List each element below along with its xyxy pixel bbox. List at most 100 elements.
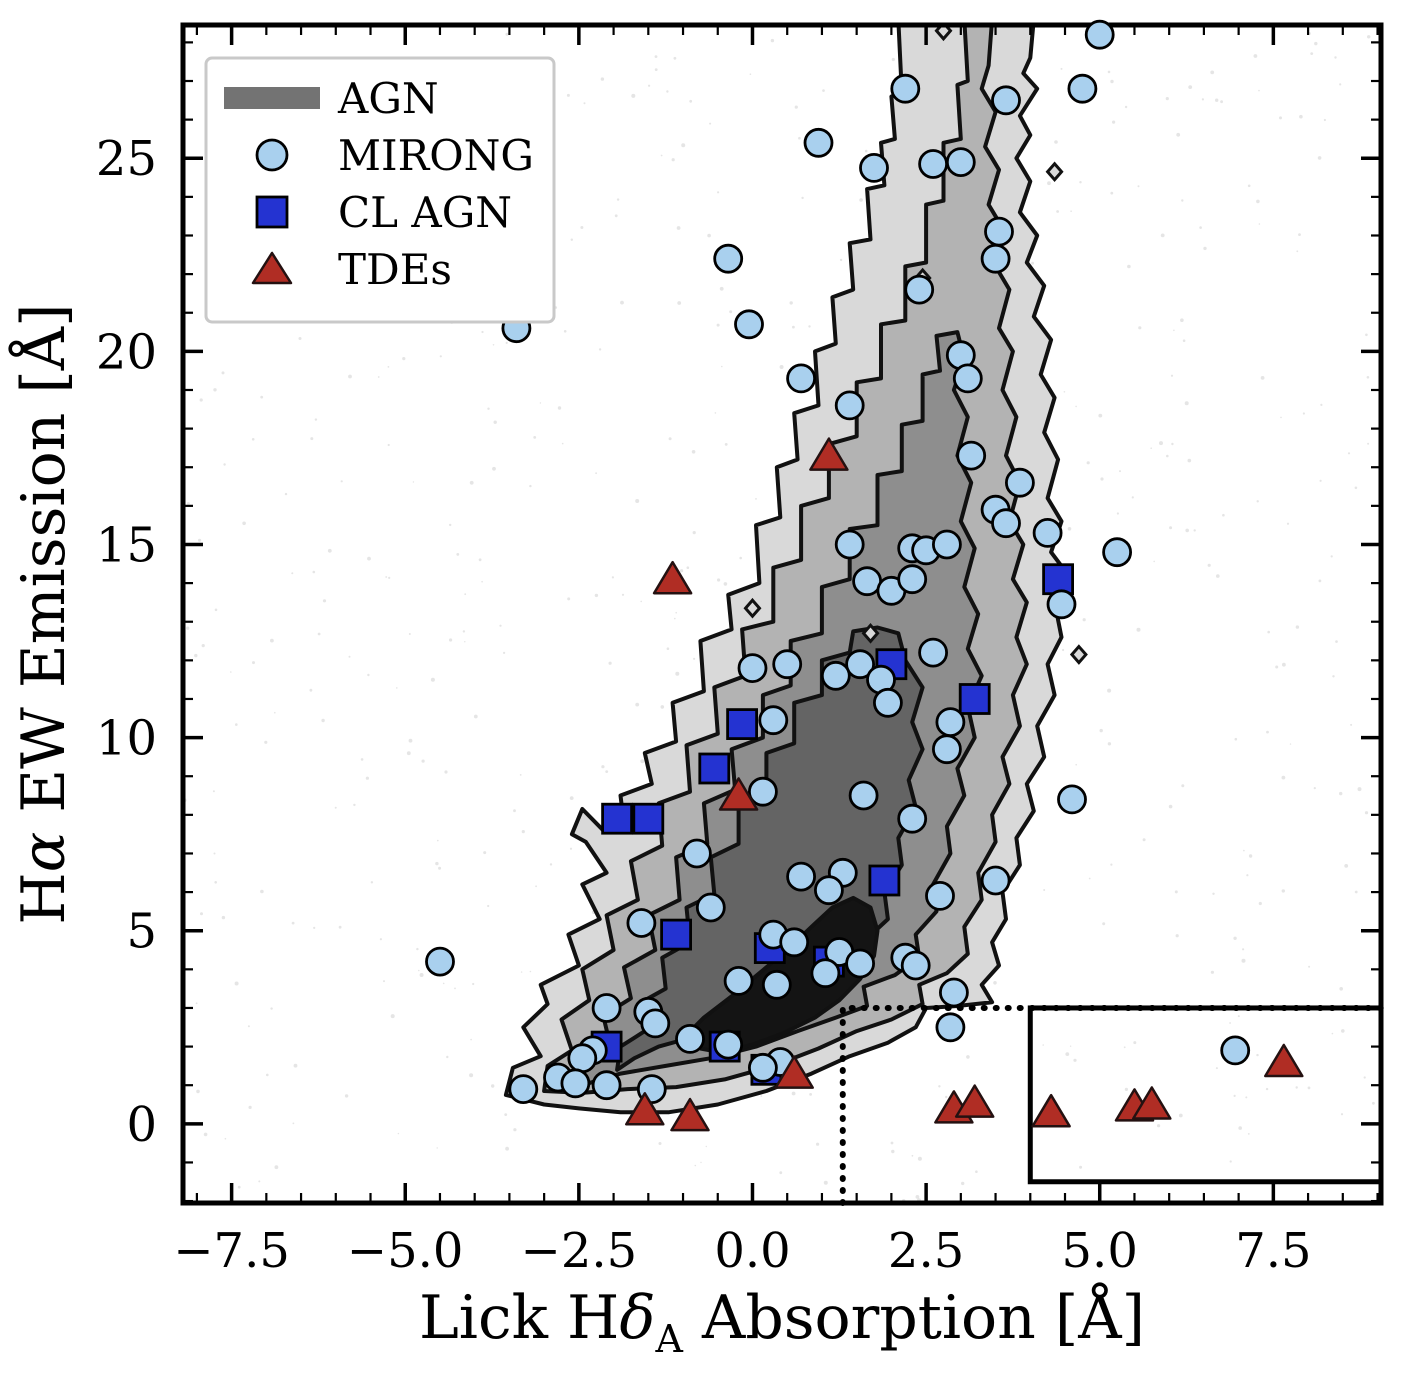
y-tick-label: 25 bbox=[96, 131, 157, 187]
mirong-point bbox=[626, 908, 657, 938]
y-tick-label: 5 bbox=[126, 904, 157, 960]
legend-swatch-agn bbox=[224, 87, 320, 109]
mirong-point bbox=[803, 127, 834, 158]
mirong-point bbox=[425, 946, 455, 977]
cl-agn-point bbox=[601, 802, 633, 835]
cl-agn-point bbox=[698, 752, 731, 785]
mirong-point bbox=[779, 927, 810, 958]
tde-point bbox=[718, 777, 759, 811]
tde-point bbox=[954, 1084, 995, 1118]
mirong-point bbox=[834, 529, 865, 560]
agn-contour-speck bbox=[1069, 644, 1088, 665]
legend: AGN MIRONG CL AGN TDEs bbox=[204, 56, 556, 324]
x-tick-label: −5.0 bbox=[347, 1223, 464, 1279]
agn-contour-speck bbox=[861, 623, 880, 644]
tde-point bbox=[774, 1055, 814, 1089]
tde-point bbox=[1264, 1043, 1304, 1078]
agn-contour-speck bbox=[934, 25, 953, 42]
tde-point bbox=[809, 437, 849, 471]
selection-boundary-dotted bbox=[839, 1004, 1384, 1206]
mirong-point bbox=[918, 149, 948, 179]
tde-point bbox=[625, 1092, 665, 1126]
x-tick-label: 0.0 bbox=[714, 1223, 790, 1279]
mirong-point bbox=[723, 966, 754, 996]
mirong-point bbox=[900, 950, 931, 981]
mirong-point bbox=[939, 977, 969, 1008]
mirong-point bbox=[897, 564, 928, 595]
mirong-point bbox=[1102, 537, 1132, 568]
mirong-point bbox=[640, 1008, 671, 1039]
mirong-point bbox=[508, 1074, 539, 1104]
mirong-point bbox=[560, 1068, 591, 1099]
mirong-point bbox=[748, 1052, 778, 1083]
mirong-point bbox=[820, 660, 851, 691]
mirong-point bbox=[904, 274, 935, 305]
mirong-point bbox=[1005, 467, 1035, 498]
mirong-point bbox=[980, 865, 1011, 896]
agn-contour-speck bbox=[1045, 161, 1064, 183]
mirong-point bbox=[845, 649, 875, 680]
legend-label: TDEs bbox=[338, 245, 452, 294]
mirong-point bbox=[591, 1070, 622, 1101]
x-tick-label: 2.5 bbox=[888, 1223, 964, 1279]
mirong-point bbox=[737, 653, 768, 683]
y-tick-label: 20 bbox=[96, 324, 157, 380]
mirong-point bbox=[897, 803, 928, 834]
mirong-point bbox=[567, 1043, 598, 1074]
mirong-point bbox=[991, 85, 1021, 116]
x-tick-label: −7.5 bbox=[173, 1223, 290, 1279]
mirong-point bbox=[1032, 518, 1063, 548]
x-tick-label: 7.5 bbox=[1235, 1223, 1311, 1279]
mirong-point bbox=[1057, 784, 1087, 815]
mirong-point bbox=[734, 309, 764, 340]
mirong-point bbox=[772, 649, 803, 680]
mirong-point bbox=[952, 363, 983, 394]
mirong-point bbox=[845, 948, 875, 979]
mirong-point bbox=[1067, 73, 1098, 104]
y-tick-label: 10 bbox=[96, 711, 157, 767]
legend-label: AGN bbox=[337, 74, 439, 123]
mirong-point bbox=[925, 881, 955, 911]
mirong-point bbox=[682, 838, 712, 869]
mirong-point bbox=[935, 1012, 966, 1043]
mirong-point bbox=[848, 780, 879, 811]
cl-agn-point bbox=[632, 802, 665, 835]
x-tick-label: −2.5 bbox=[521, 1223, 638, 1279]
legend-label: MIRONG bbox=[338, 131, 534, 180]
mirong-point bbox=[761, 969, 792, 1000]
mirong-point bbox=[675, 1024, 705, 1054]
y-axis-title: Hα EW Emission [Å] bbox=[8, 303, 79, 924]
cl-agn-point bbox=[958, 683, 991, 715]
tde-point bbox=[1031, 1093, 1071, 1128]
tde-point bbox=[652, 560, 693, 595]
cl-agn-point bbox=[660, 918, 692, 951]
x-tick-label: 5.0 bbox=[1062, 1223, 1138, 1279]
mirong-point bbox=[810, 958, 841, 989]
legend-label: CL AGN bbox=[338, 188, 512, 237]
x-axis-title: Lick HδA Absorption [Å] bbox=[419, 1282, 1145, 1361]
cl-agn-point bbox=[868, 864, 901, 897]
axis-tick-labels: −7.5 −5.0 −2.5 0.0 2.5 5.0 7.5 0 5 10 15 20 25 bbox=[96, 131, 1312, 1279]
mirong-point bbox=[713, 243, 744, 274]
mirong-point bbox=[890, 73, 921, 104]
mirong-point bbox=[834, 390, 865, 421]
cl-agn-point bbox=[726, 708, 758, 740]
cl-agn-point bbox=[1042, 563, 1074, 596]
mirong-point bbox=[758, 705, 789, 736]
legend-marker-circle-icon bbox=[255, 138, 289, 172]
legend-marker-triangle-icon bbox=[251, 251, 293, 285]
mirong-point bbox=[814, 875, 844, 906]
mirong-point bbox=[1220, 1035, 1251, 1066]
mirong-point bbox=[1084, 19, 1115, 50]
mirong-point bbox=[873, 687, 903, 718]
mirong-point bbox=[918, 637, 948, 668]
tde-point bbox=[670, 1097, 710, 1132]
agn-contour-speck bbox=[743, 597, 762, 619]
mirong-point bbox=[748, 776, 778, 807]
plot-frame bbox=[180, 22, 1384, 1206]
mirong-point bbox=[984, 216, 1014, 247]
mirong-point bbox=[786, 861, 816, 892]
mirong-point bbox=[935, 707, 966, 737]
